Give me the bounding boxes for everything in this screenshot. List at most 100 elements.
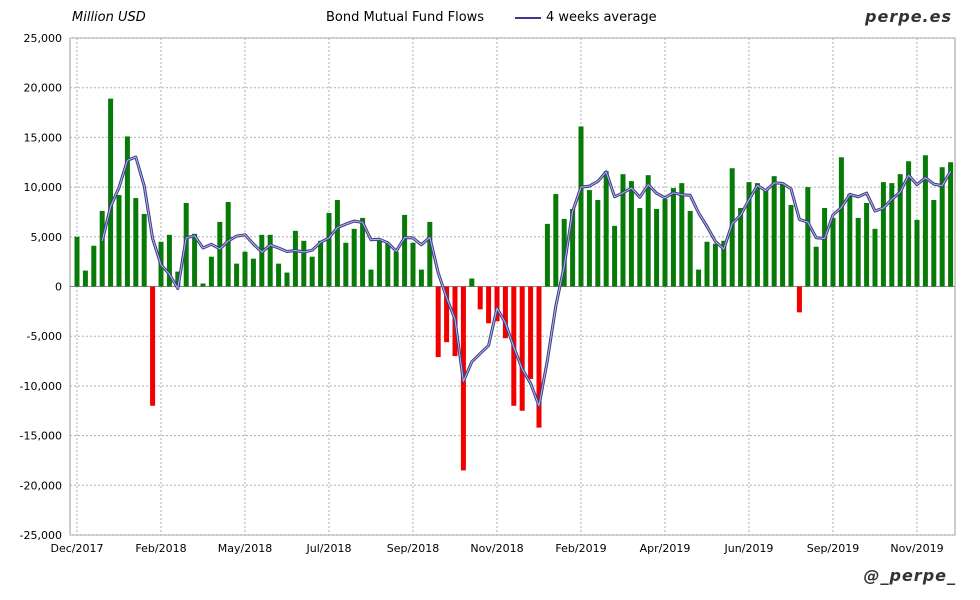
bar — [435, 286, 441, 358]
bar — [754, 183, 760, 287]
y-tick-label: 5,000 — [31, 231, 63, 244]
bar — [486, 286, 492, 324]
bar — [872, 228, 878, 287]
bar — [150, 286, 156, 406]
bar — [318, 240, 324, 287]
bar — [855, 217, 861, 287]
bar — [116, 195, 122, 287]
bar — [259, 234, 265, 287]
bar — [402, 214, 408, 287]
bar — [326, 212, 332, 287]
bar — [334, 200, 340, 287]
bar — [914, 219, 920, 287]
y-tick-label: -15,000 — [20, 430, 62, 443]
bar — [284, 272, 290, 287]
y-tick-label: -10,000 — [20, 380, 62, 393]
bar — [528, 286, 534, 379]
bar — [234, 263, 240, 287]
bar — [796, 286, 802, 313]
bar — [427, 221, 433, 287]
bar — [208, 256, 214, 287]
bar — [192, 233, 198, 287]
y-tick-label: -25,000 — [20, 529, 62, 542]
bar — [939, 167, 945, 287]
bar — [225, 202, 231, 287]
bar — [292, 230, 298, 287]
y-tick-label: -5,000 — [27, 330, 62, 343]
bar — [721, 240, 727, 287]
bar — [763, 190, 769, 287]
bar — [620, 174, 626, 287]
bar — [897, 174, 903, 287]
bar — [570, 208, 576, 287]
bar — [628, 181, 634, 287]
bar — [301, 240, 307, 287]
bar — [82, 270, 88, 287]
x-tick-label: Nov/2019 — [890, 542, 943, 555]
x-tick-label: Sep/2019 — [807, 542, 859, 555]
bar — [738, 207, 744, 287]
bar — [175, 271, 181, 287]
bar — [553, 194, 559, 287]
bar — [746, 182, 752, 287]
legend-bar-label: Bond Mutual Fund Flows — [326, 10, 485, 25]
bar — [74, 236, 80, 287]
bar — [864, 203, 870, 287]
bar — [922, 155, 928, 287]
bar — [494, 286, 500, 322]
bar — [469, 278, 475, 287]
x-tick-label: Apr/2019 — [640, 542, 691, 555]
bar — [477, 286, 483, 310]
x-tick-label: Feb/2019 — [555, 542, 606, 555]
bar — [838, 157, 844, 287]
bar — [670, 188, 676, 287]
y-tick-label: 10,000 — [24, 181, 63, 194]
bar — [250, 258, 256, 287]
legend-line-label: 4 weeks average — [546, 10, 657, 25]
bar — [889, 183, 895, 287]
y-tick-label: 25,000 — [24, 32, 63, 45]
bar — [108, 98, 114, 287]
handle-label: @_perpe_ — [863, 566, 956, 585]
bar — [654, 208, 660, 287]
bar — [99, 210, 105, 287]
bar — [91, 245, 97, 287]
y-tick-label: 0 — [55, 281, 62, 294]
x-tick-label: Feb/2018 — [135, 542, 186, 555]
bar — [948, 162, 954, 287]
bar — [612, 225, 618, 287]
bar — [704, 241, 710, 287]
bar — [822, 207, 828, 287]
bar — [351, 228, 357, 287]
bar — [393, 251, 399, 287]
legend-line-swatch — [515, 17, 541, 19]
bar — [376, 240, 382, 287]
bar — [502, 286, 508, 339]
bar — [637, 207, 643, 287]
bar — [385, 242, 391, 287]
bar — [166, 234, 172, 287]
bar — [544, 223, 550, 287]
bar — [410, 242, 416, 287]
bar — [780, 184, 786, 287]
bar — [200, 283, 206, 287]
bar — [267, 234, 273, 287]
bar — [813, 246, 819, 287]
avg-line-highlight — [101, 156, 952, 407]
bar — [360, 217, 366, 287]
bar — [603, 171, 609, 287]
bar — [805, 187, 811, 287]
bar — [645, 175, 651, 287]
x-tick-label: Jul/2018 — [306, 542, 352, 555]
bar — [847, 194, 853, 287]
bar — [561, 218, 567, 287]
bar — [788, 204, 794, 287]
bar — [595, 200, 601, 287]
bar — [662, 199, 668, 287]
bar — [771, 176, 777, 287]
y-tick-label: -20,000 — [20, 479, 62, 492]
bar — [687, 210, 693, 287]
x-tick-label: May/2018 — [218, 542, 272, 555]
bar — [519, 286, 525, 411]
